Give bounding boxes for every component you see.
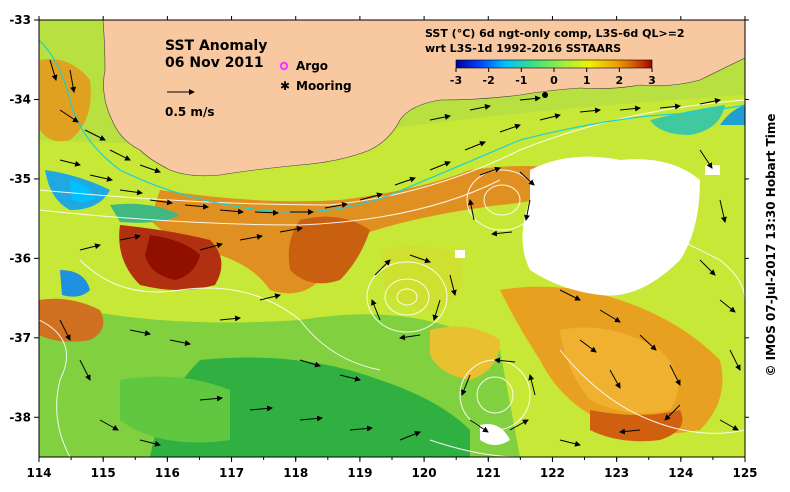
colorbar-tick-label: 1: [583, 74, 591, 87]
y-tick-label: -36: [9, 251, 31, 265]
colorbar-tick-label: 2: [616, 74, 624, 87]
y-tick-label: -37: [9, 331, 31, 345]
colorbar-tick-label: 3: [648, 74, 656, 87]
y-tick-label: -38: [9, 410, 31, 424]
x-tick-label: 116: [155, 466, 180, 480]
x-tick-label: 114: [26, 466, 51, 480]
mooring-legend: ✱ Mooring: [280, 79, 352, 93]
x-tick-label: 119: [347, 466, 372, 480]
x-tick-label: 122: [540, 466, 565, 480]
x-axis: 114 115 116 117 118 119 120 121 122 123 124 125: [26, 16, 758, 480]
mooring-location-icon: [542, 92, 548, 98]
land: [102, 20, 745, 177]
y-tick-label: -34: [9, 92, 31, 106]
argo-legend: Argo: [279, 59, 328, 73]
map-date: 06 Nov 2011: [165, 55, 264, 71]
x-tick-label: 115: [91, 466, 116, 480]
cyan-contour: [39, 39, 745, 213]
argo-label: Argo: [296, 59, 328, 73]
vector-scale-label: 0.5 m/s: [165, 105, 214, 119]
colorbar-line2: wrt L3S-1d 1992-2016 SSTAARS: [425, 42, 621, 55]
x-tick-label: 123: [604, 466, 629, 480]
x-tick-label: 118: [283, 466, 308, 480]
y-axis: -33-34-35-36-37-38: [9, 13, 749, 424]
mooring-label: Mooring: [296, 79, 352, 93]
colorbar-tick-label: -1: [515, 74, 527, 87]
x-tick-label: 125: [732, 466, 757, 480]
colorbar: SST (°C) 6d ngt-only comp, L3S-6d QL>=2 …: [425, 27, 685, 87]
y-tick-label: -33: [9, 13, 31, 27]
colorbar-tick-label: 0: [550, 74, 558, 87]
map-title: SST Anomaly: [165, 38, 267, 54]
mooring-marker-icon: ✱: [280, 79, 290, 93]
colorbar-tick-label: -2: [483, 74, 495, 87]
colorbar-tick-label: -3: [450, 74, 462, 87]
colorbar-line1: SST (°C) 6d ngt-only comp, L3S-6d QL>=2: [425, 27, 685, 40]
y-tick-label: -35: [9, 172, 31, 186]
current-vectors: [49, 59, 741, 447]
credit-text: © IMOS 07-Jul-2017 13:30 Hobart Time: [764, 113, 778, 377]
vector-scale: 0.5 m/s: [165, 89, 214, 119]
colorbar-gradient: [455, 59, 653, 69]
x-tick-label: 121: [476, 466, 501, 480]
x-tick-label: 120: [412, 466, 437, 480]
x-tick-label: 117: [219, 466, 244, 480]
sst-field: [39, 20, 745, 457]
argo-marker-icon: [279, 61, 289, 71]
x-tick-label: 124: [668, 466, 693, 480]
